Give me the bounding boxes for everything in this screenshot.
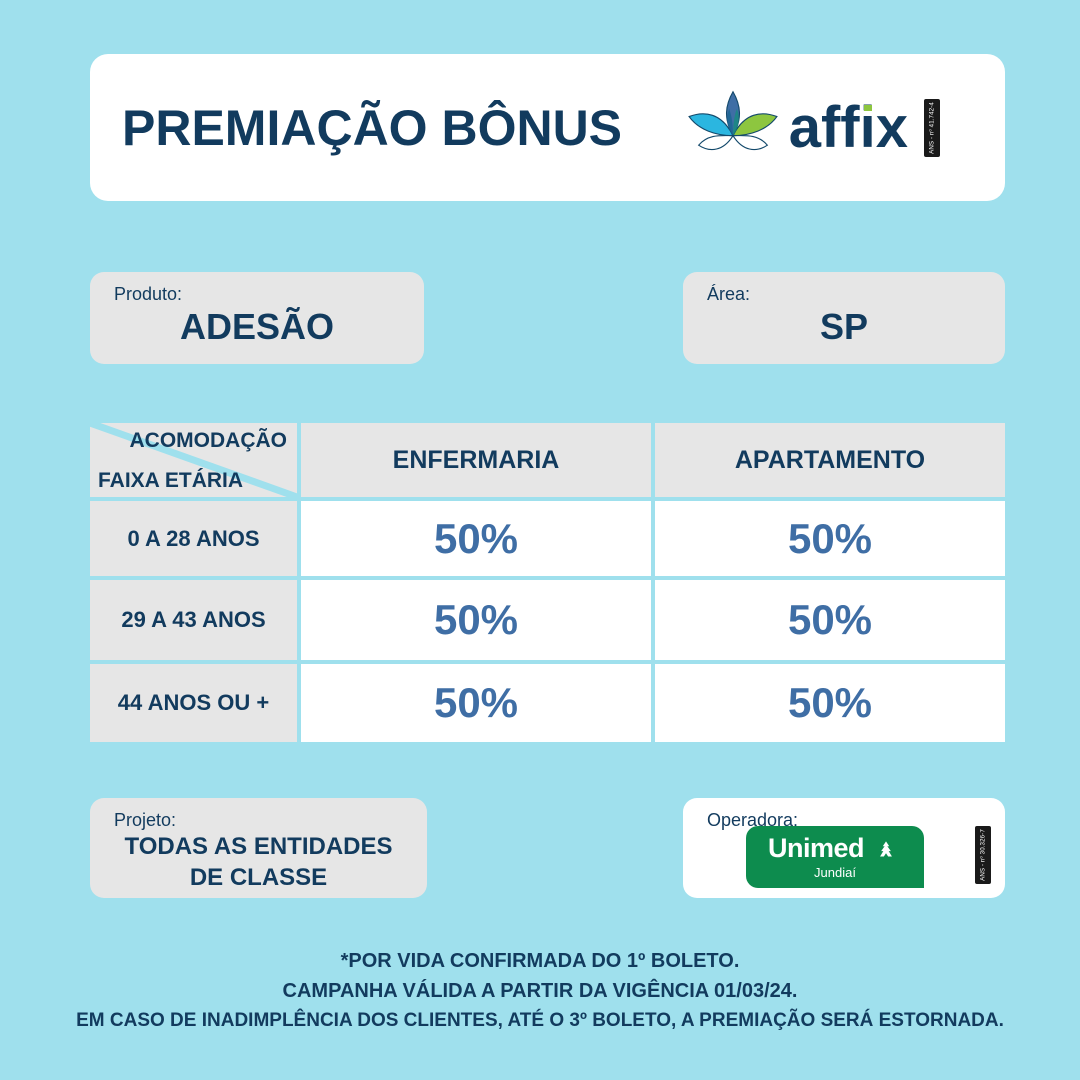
svg-text:ANS - nº 41.742-4: ANS - nº 41.742-4 bbox=[929, 101, 936, 153]
svg-text:ANS - nº 30.326-7: ANS - nº 30.326-7 bbox=[980, 829, 987, 881]
